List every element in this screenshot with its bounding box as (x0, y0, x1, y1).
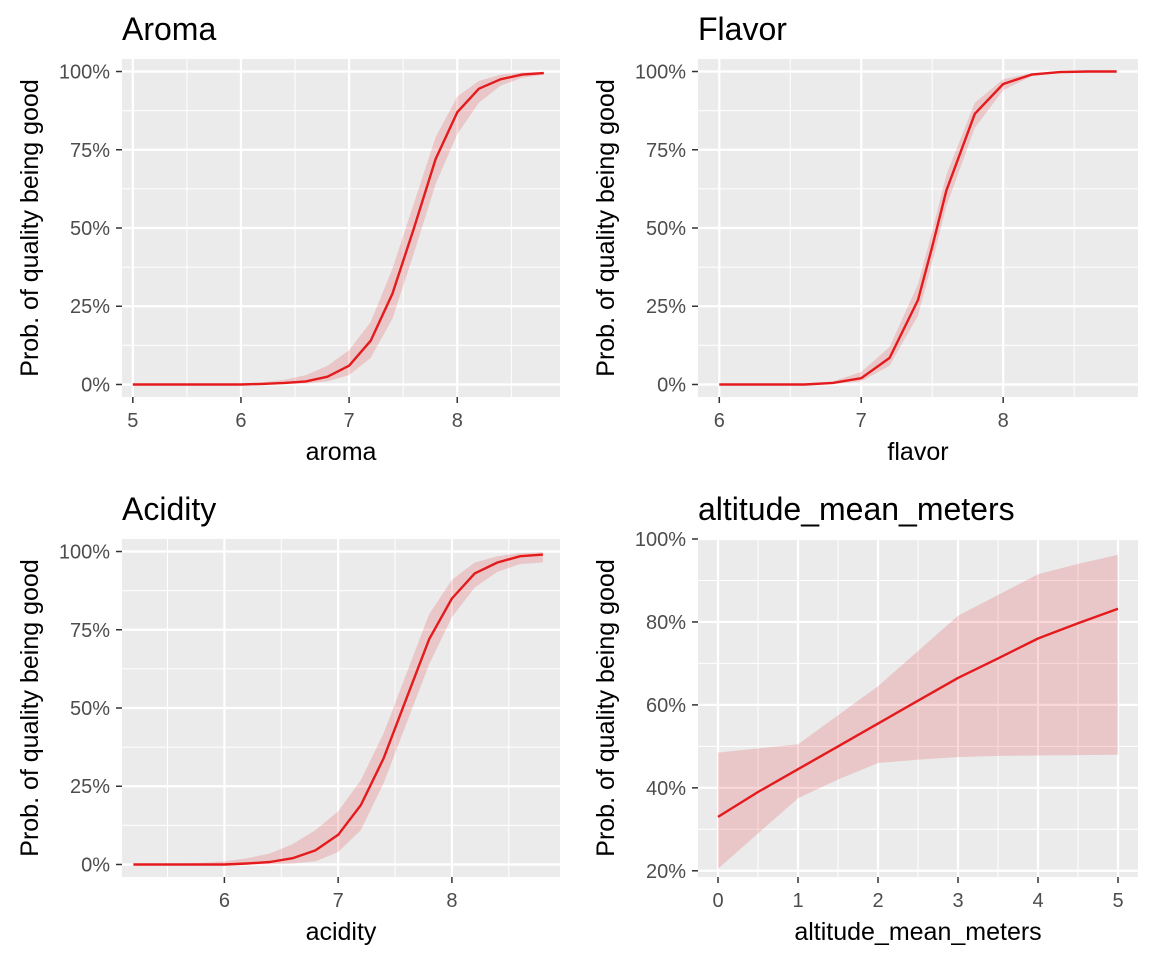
x-tick-label: 6 (235, 410, 246, 432)
x-tick-label: 7 (344, 410, 355, 432)
y-tick-label: 50% (646, 218, 686, 240)
y-tick-label: 50% (70, 218, 110, 240)
x-tick-label: 0 (712, 890, 723, 912)
x-axis-label: aroma (306, 438, 377, 466)
x-tick-label: 4 (1032, 890, 1043, 912)
y-tick-label: 80% (646, 612, 686, 634)
y-tick-label: 40% (646, 778, 686, 800)
confidence-ribbon (718, 554, 1118, 869)
panel-title: altitude_mean_meters (698, 491, 1015, 527)
y-tick-label: 100% (635, 529, 686, 551)
y-tick-label: 100% (59, 542, 110, 564)
x-tick-label: 6 (714, 410, 725, 432)
x-axis-label: altitude_mean_meters (794, 918, 1041, 946)
y-tick-label: 75% (646, 140, 686, 162)
x-tick-label: 7 (856, 410, 867, 432)
panel-title: Aroma (122, 11, 216, 47)
estimate-line (719, 70, 1117, 386)
x-tick-label: 2 (872, 890, 883, 912)
estimate-line (132, 71, 544, 386)
x-tick-label: 5 (127, 410, 138, 432)
y-tick-label: 100% (635, 62, 686, 84)
x-tick-label: 8 (998, 410, 1009, 432)
y-axis-label: Prob. of quality being good (16, 79, 44, 376)
panel-title: Flavor (698, 11, 787, 47)
x-tick-label: 8 (452, 410, 463, 432)
x-tick-label: 3 (952, 890, 963, 912)
panel-2: 6 7 8 0% 25% 50% 75% 100% Flavor flavor Prob. of q… (592, 11, 1138, 466)
y-tick-label: 75% (70, 620, 110, 642)
estimate-line (717, 607, 1119, 818)
x-tick-label: 5 (1112, 890, 1123, 912)
y-axis-label: Prob. of quality being good (592, 559, 620, 856)
y-tick-label: 0% (81, 374, 110, 396)
x-axis-label: acidity (306, 918, 377, 946)
y-tick-label: 60% (646, 695, 686, 717)
confidence-ribbon (133, 552, 543, 865)
x-axis-label: flavor (887, 438, 948, 466)
panel-4: 0 1 2 3 4 5 20% 40% 60% 80% 100% altitude_mean_mete… (592, 491, 1138, 946)
y-tick-label: 100% (59, 62, 110, 84)
y-tick-label: 0% (81, 854, 110, 876)
y-tick-label: 25% (646, 296, 686, 318)
y-axis-label: Prob. of quality being good (16, 559, 44, 856)
y-tick-label: 20% (646, 861, 686, 883)
panel-1: 5 6 7 8 0% 25% 50% 75% 100% Aroma aroma Prob. of qu… (16, 11, 560, 466)
estimate-line (133, 553, 543, 866)
x-tick-label: 6 (219, 890, 230, 912)
y-axis-label: Prob. of quality being good (592, 79, 620, 376)
panel-title: Acidity (122, 491, 216, 527)
y-tick-label: 75% (70, 140, 110, 162)
x-tick-label: 1 (792, 890, 803, 912)
y-tick-label: 0% (657, 374, 686, 396)
x-tick-label: 7 (333, 890, 344, 912)
y-tick-label: 50% (70, 698, 110, 720)
y-tick-label: 25% (70, 296, 110, 318)
panel-3: 6 7 8 0% 25% 50% 75% 100% Acidity acidity Prob. of… (16, 491, 560, 946)
y-tick-label: 25% (70, 776, 110, 798)
x-tick-label: 8 (446, 890, 457, 912)
